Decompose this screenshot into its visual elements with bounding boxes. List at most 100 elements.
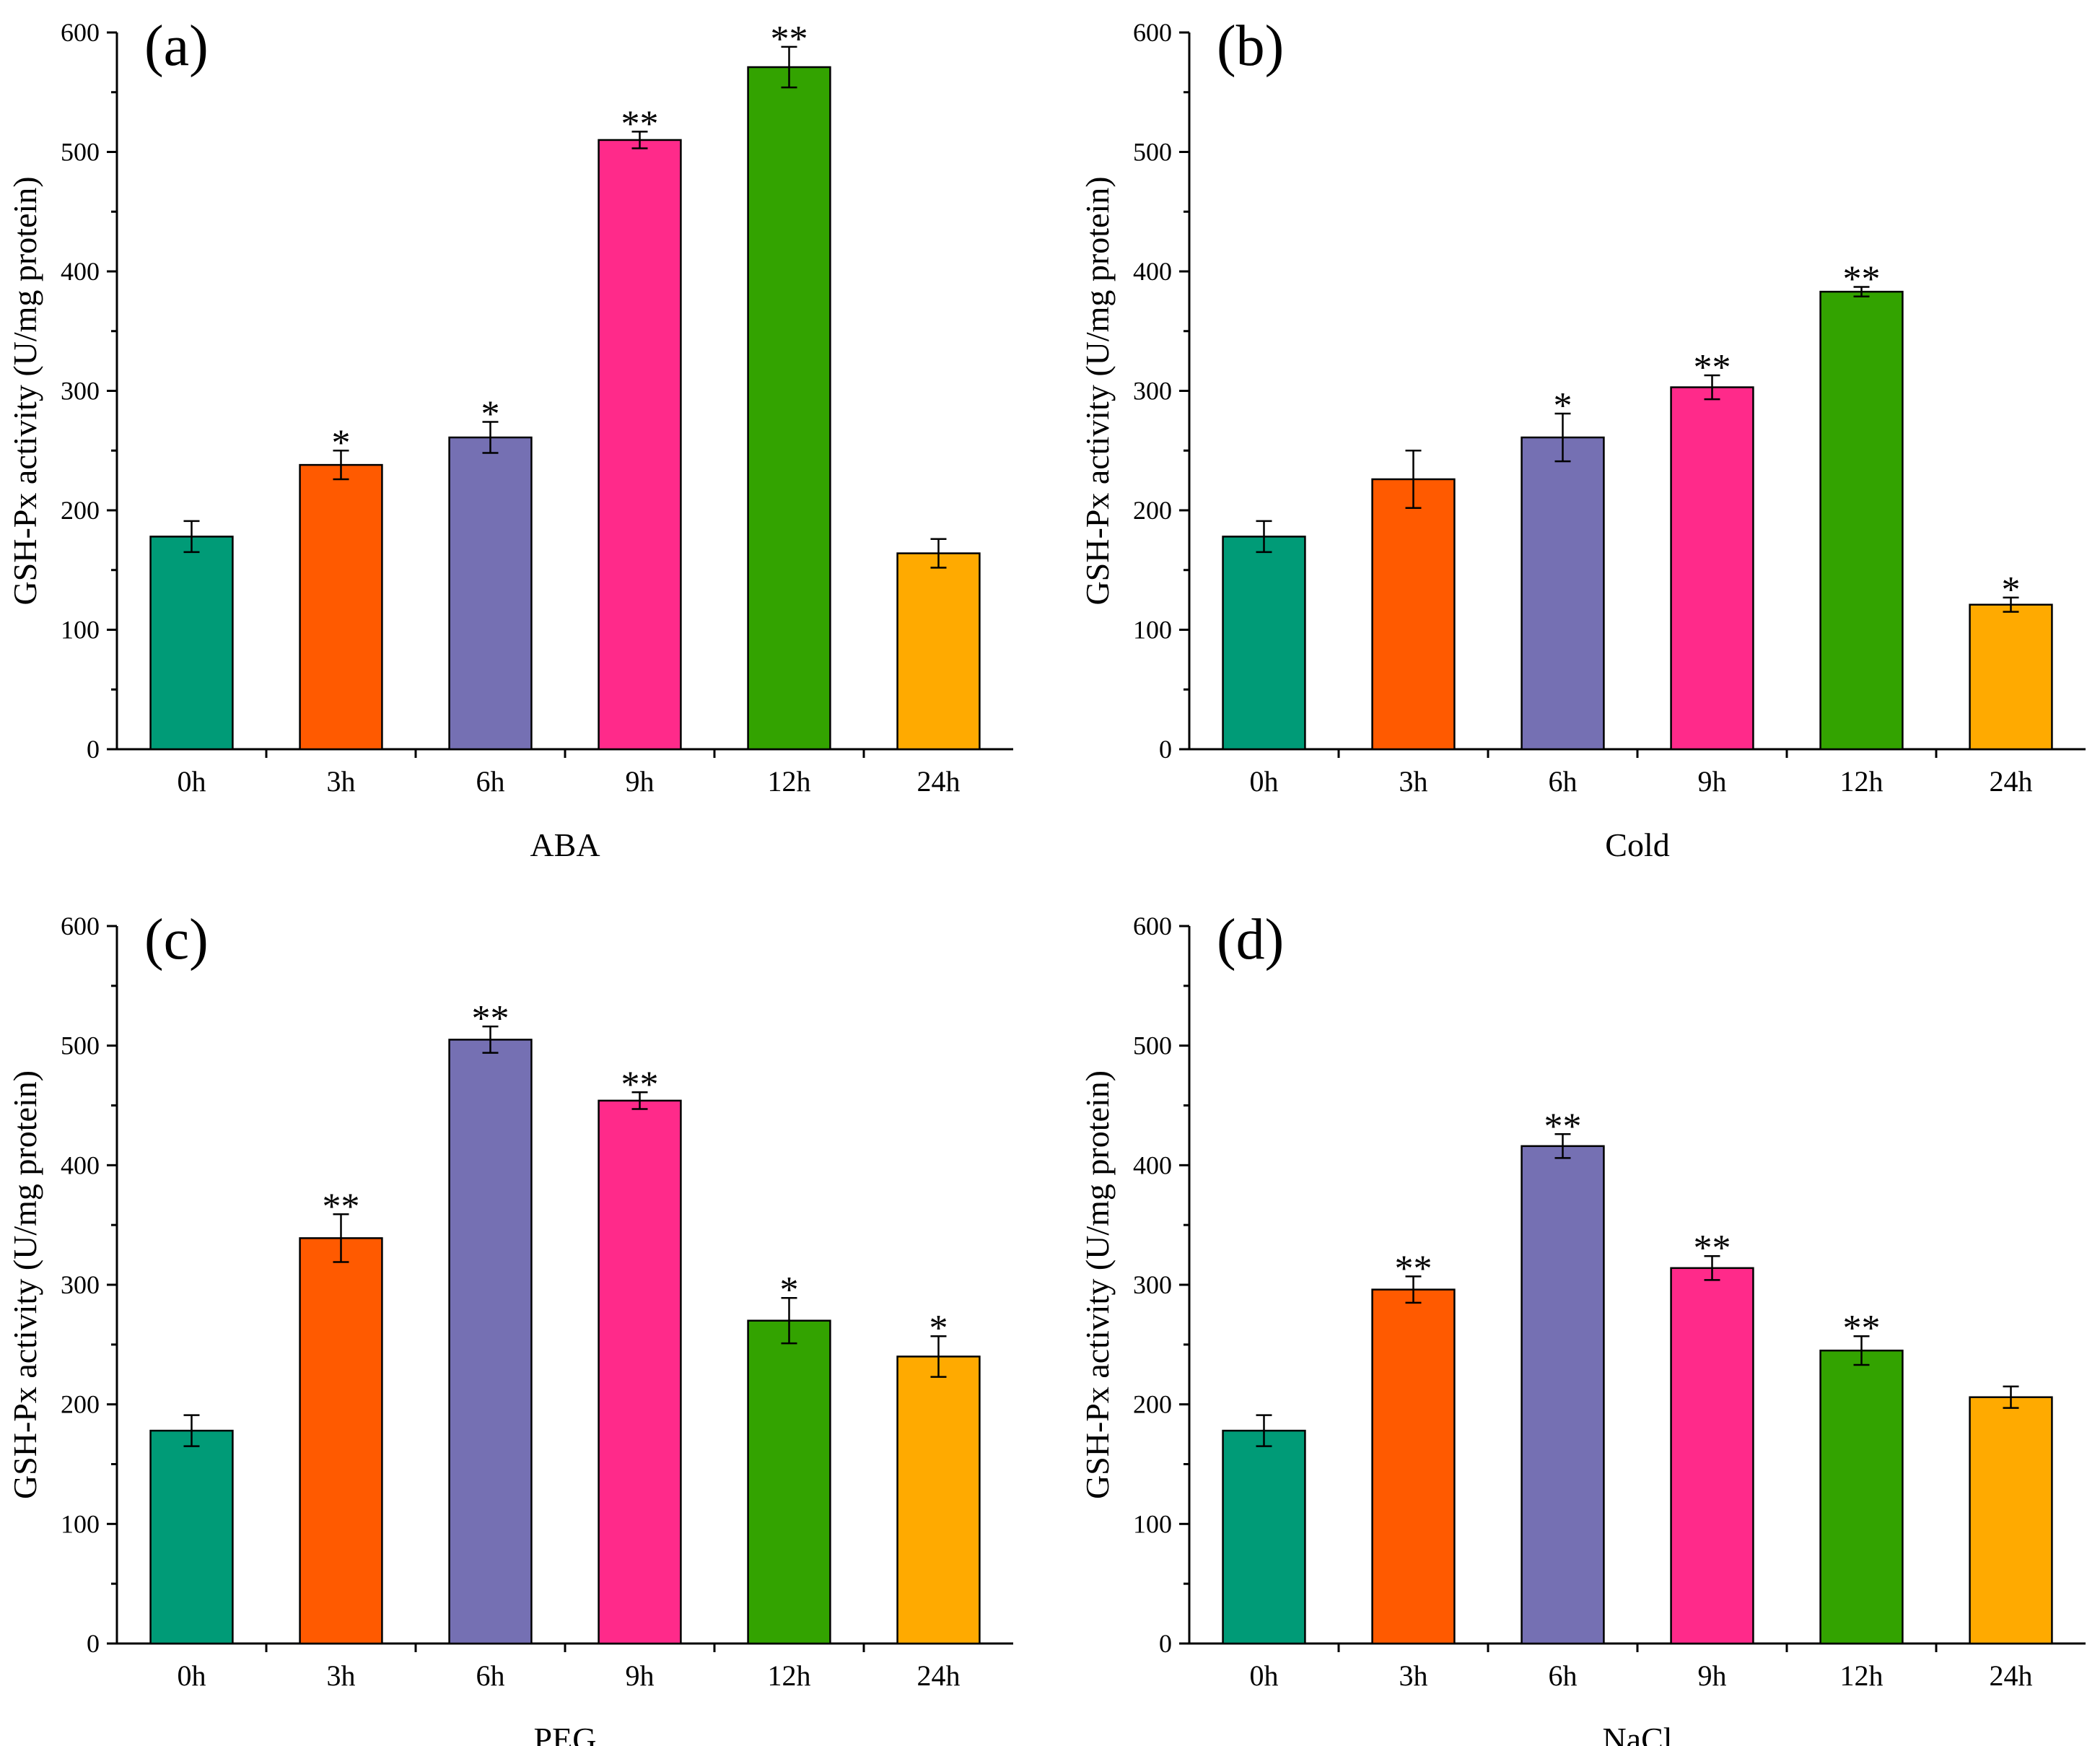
x-tick-label: 9h bbox=[1698, 1659, 1727, 1692]
y-tick-label: 0 bbox=[1159, 735, 1172, 764]
significance-marker: * bbox=[481, 394, 500, 435]
y-tick-label: 200 bbox=[61, 496, 100, 525]
bar-3h bbox=[299, 463, 383, 751]
x-axis-title: ABA bbox=[530, 826, 600, 863]
significance-marker: ** bbox=[1544, 1106, 1582, 1147]
y-tick-label: 400 bbox=[61, 1151, 100, 1179]
significance-marker: ** bbox=[1694, 347, 1731, 388]
y-tick-label: 300 bbox=[61, 377, 100, 406]
x-tick-label: 0h bbox=[1250, 765, 1279, 798]
x-axis-title: PEG bbox=[534, 1721, 597, 1746]
significance-marker: * bbox=[1554, 385, 1572, 427]
significance-marker: ** bbox=[1694, 1228, 1731, 1269]
panel-label: (c) bbox=[144, 908, 209, 972]
x-tick-label: 6h bbox=[1549, 765, 1578, 798]
y-tick-label: 100 bbox=[1133, 616, 1172, 645]
x-tick-label: 6h bbox=[1549, 1659, 1578, 1692]
x-tick-label: 9h bbox=[1698, 765, 1727, 798]
y-tick-label: 500 bbox=[61, 138, 100, 167]
significance-marker: * bbox=[2002, 569, 2021, 611]
bar-9h bbox=[598, 1099, 682, 1645]
x-tick-label: 3h bbox=[327, 765, 356, 798]
x-tick-label: 24h bbox=[1990, 1659, 2033, 1692]
y-tick-label: 500 bbox=[1133, 1031, 1172, 1060]
panel-c: 0 100 200 300 400 500 600 0h ** 3h ** 6h ** 9h * 12h * 24… bbox=[6, 908, 1013, 1746]
y-axis-title: GSH-Px activity (U/mg protein) bbox=[1079, 1070, 1116, 1499]
y-axis-title: GSH-Px activity (U/mg protein) bbox=[1079, 176, 1116, 605]
bar-6h bbox=[448, 436, 533, 751]
bar-0h bbox=[1222, 1429, 1306, 1645]
bar-9h bbox=[598, 139, 682, 751]
x-tick-label: 3h bbox=[327, 1659, 356, 1692]
x-tick-label: 0h bbox=[178, 765, 206, 798]
x-tick-label: 0h bbox=[1250, 1659, 1279, 1692]
x-tick-label: 24h bbox=[1990, 765, 2033, 798]
y-tick-label: 100 bbox=[61, 1509, 100, 1538]
y-tick-label: 600 bbox=[1133, 18, 1172, 47]
significance-marker: ** bbox=[1395, 1248, 1432, 1289]
x-tick-label: 9h bbox=[626, 765, 655, 798]
bar-12h bbox=[1819, 290, 1904, 751]
significance-marker: * bbox=[780, 1270, 799, 1311]
y-tick-label: 400 bbox=[61, 257, 100, 286]
bar-6h bbox=[1521, 1145, 1605, 1645]
panel-d: 0 100 200 300 400 500 600 0h ** 3h ** 6h ** 9h ** 12h 24… bbox=[1079, 908, 2086, 1746]
bar-24h bbox=[1969, 1396, 2053, 1645]
y-tick-label: 500 bbox=[1133, 138, 1172, 167]
bar-0h bbox=[149, 1429, 234, 1645]
y-tick-label: 200 bbox=[1133, 496, 1172, 525]
significance-marker: * bbox=[929, 1308, 948, 1349]
x-tick-label: 3h bbox=[1399, 765, 1428, 798]
x-tick-label: 6h bbox=[476, 765, 505, 798]
x-tick-label: 12h bbox=[768, 1659, 811, 1692]
significance-marker: ** bbox=[323, 1186, 360, 1227]
y-tick-label: 200 bbox=[61, 1390, 100, 1419]
bar-12h bbox=[747, 66, 831, 751]
x-tick-label: 12h bbox=[768, 765, 811, 798]
y-tick-label: 300 bbox=[1133, 1270, 1172, 1299]
panel-label: (a) bbox=[144, 14, 209, 78]
significance-marker: ** bbox=[621, 103, 659, 144]
significance-marker: ** bbox=[472, 998, 509, 1039]
x-tick-label: 24h bbox=[917, 765, 961, 798]
x-tick-label: 0h bbox=[178, 1659, 206, 1692]
x-tick-label: 3h bbox=[1399, 1659, 1428, 1692]
significance-marker: ** bbox=[771, 19, 808, 60]
y-tick-label: 400 bbox=[1133, 1151, 1172, 1179]
y-tick-label: 500 bbox=[61, 1031, 100, 1060]
y-tick-label: 100 bbox=[1133, 1509, 1172, 1538]
x-tick-label: 24h bbox=[917, 1659, 961, 1692]
bar-24h bbox=[896, 1356, 981, 1645]
y-tick-label: 400 bbox=[1133, 257, 1172, 286]
significance-marker: ** bbox=[1843, 1308, 1881, 1349]
bar-3h bbox=[1371, 478, 1456, 751]
x-tick-label: 9h bbox=[626, 1659, 655, 1692]
y-tick-label: 600 bbox=[61, 18, 100, 47]
bar-24h bbox=[896, 552, 981, 751]
bar-9h bbox=[1670, 386, 1754, 751]
bar-0h bbox=[149, 536, 234, 751]
significance-marker: ** bbox=[621, 1064, 659, 1105]
bar-6h bbox=[1521, 436, 1605, 751]
panel-a: 0 100 200 300 400 500 600 0h * 3h * 6h ** 9h ** 12h 24h A… bbox=[6, 14, 1013, 863]
y-tick-label: 100 bbox=[61, 616, 100, 645]
bar-12h bbox=[747, 1319, 831, 1645]
significance-marker: ** bbox=[1843, 259, 1881, 300]
bar-24h bbox=[1969, 603, 2053, 751]
y-tick-label: 600 bbox=[1133, 912, 1172, 940]
y-tick-label: 200 bbox=[1133, 1390, 1172, 1419]
x-tick-label: 12h bbox=[1840, 1659, 1884, 1692]
y-axis-title: GSH-Px activity (U/mg protein) bbox=[6, 1070, 43, 1499]
bar-9h bbox=[1670, 1267, 1754, 1645]
y-axis-title: GSH-Px activity (U/mg protein) bbox=[6, 176, 43, 605]
bar-3h bbox=[1371, 1288, 1456, 1645]
y-tick-label: 0 bbox=[87, 735, 100, 764]
bar-12h bbox=[1819, 1349, 1904, 1645]
bar-0h bbox=[1222, 536, 1306, 751]
y-tick-label: 0 bbox=[87, 1629, 100, 1658]
bar-6h bbox=[448, 1039, 533, 1645]
x-tick-label: 6h bbox=[476, 1659, 505, 1692]
panel-label: (b) bbox=[1217, 14, 1284, 78]
y-tick-label: 300 bbox=[1133, 377, 1172, 406]
